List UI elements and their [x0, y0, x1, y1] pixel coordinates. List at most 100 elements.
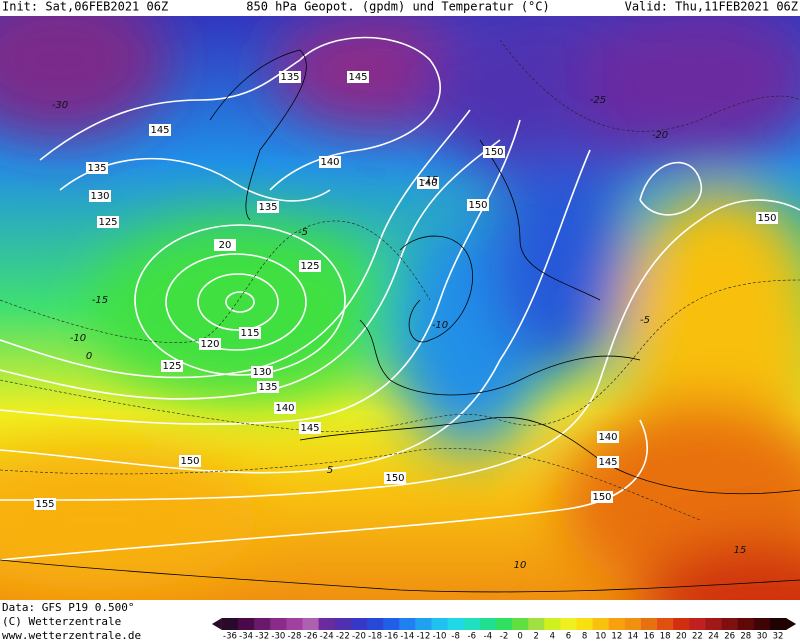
colorbar-tick-label: 28 [740, 632, 751, 642]
colorbar-tick-label: -6 [468, 632, 476, 642]
colorbar-segment [512, 618, 529, 630]
website: www.wetterzentrale.de [2, 629, 141, 642]
colorbar-segment [721, 618, 739, 630]
colorbar-segment [415, 618, 432, 630]
colorbar-segment [544, 618, 561, 630]
contour-label-box [214, 239, 236, 251]
colorbar-segment [286, 618, 304, 630]
colorbar-segment [673, 618, 690, 630]
contour-label: 150 [468, 200, 487, 211]
isotherms [0, 39, 800, 521]
copyright: (C) Wetterzentrale [2, 615, 121, 628]
contour-label: 145 [150, 125, 169, 136]
contour-label-box [417, 177, 439, 189]
contour-label-box [483, 146, 505, 158]
contour-label: 150 [592, 492, 611, 503]
contour-label-box [274, 402, 296, 414]
colorbar-tick-label: 16 [644, 632, 655, 642]
colorbar-tick-label: -28 [288, 632, 302, 642]
colorbar-tick-label: -2 [500, 632, 508, 642]
colorbar-tick-label: -36 [223, 632, 237, 642]
colorbar-segment [689, 618, 706, 630]
contour-label: 130 [252, 367, 271, 378]
colorbar-tick-label: 32 [773, 632, 784, 642]
contour-label: 140 [598, 432, 617, 443]
colorbar-segment [399, 618, 416, 630]
colorbar-tick-label: 20 [676, 632, 687, 642]
colorbar-segment [705, 618, 723, 630]
contour-label: 140 [275, 403, 294, 414]
colorbar-tick-label: 18 [660, 632, 671, 642]
contour-label: 125 [300, 261, 319, 272]
colorbar-segment [624, 618, 642, 630]
contour-label-box [199, 338, 221, 350]
contour-label-box [251, 366, 273, 378]
colorbar-tick-label: -22 [336, 632, 350, 642]
contour-label: 145 [598, 457, 617, 468]
contour-label-box [257, 381, 279, 393]
colorbar-tick-label: -16 [384, 632, 398, 642]
colorbar-segment [221, 618, 239, 630]
contour-label: 150 [385, 473, 404, 484]
colorbar-segment [350, 618, 368, 630]
init-time: Init: Sat,06FEB2021 06Z [2, 0, 168, 14]
colorbar-segment [592, 618, 610, 630]
colorbar-tick-label: -8 [451, 632, 459, 642]
contour-label: 145 [300, 423, 319, 434]
colorbar-segment [254, 618, 271, 630]
contour-label-box [279, 71, 301, 83]
colorbar-tick-label: 10 [595, 632, 606, 642]
contour-label: 115 [240, 328, 259, 339]
colorbar-segment [576, 618, 594, 630]
colorbar-segment [463, 618, 481, 630]
isotherm-label: -20 [652, 130, 668, 141]
colorbar-tick-label: -20 [352, 632, 366, 642]
isotherm-label: 10 [514, 560, 527, 571]
colorbar-segment [431, 618, 449, 630]
colorbar-segment [608, 618, 626, 630]
contour-label: 125 [98, 217, 117, 228]
colorbar-segment [367, 618, 384, 630]
colorbar-segment [479, 618, 497, 630]
contour-label: 135 [87, 163, 106, 174]
contour-label: 125 [162, 361, 181, 372]
contour-label: 150 [484, 147, 503, 158]
colorbar-tick-label: 14 [628, 632, 639, 642]
contour-label-box [347, 71, 369, 83]
colorbar-tick-label: 24 [708, 632, 719, 642]
contour-label-box [299, 260, 321, 272]
contour-label: 20 [219, 240, 232, 251]
contour-label: 140 [320, 157, 339, 168]
contour-label: 120 [200, 339, 219, 350]
contour-label-box [597, 456, 619, 468]
contour-label-box [34, 498, 56, 510]
contour-label-box [467, 199, 489, 211]
contour-label-box [89, 190, 111, 202]
colorbar-tick-label: 26 [724, 632, 735, 642]
isotherm-label: 0 [86, 351, 92, 362]
colorbar-tick-label: 6 [566, 632, 571, 642]
colorbar-tick-label: 0 [517, 632, 522, 642]
valid-time: Valid: Thu,11FEB2021 06Z [625, 0, 798, 14]
colorbar-end [786, 618, 797, 630]
colorbar-tick-label: 2 [534, 632, 539, 642]
contour-label-box [239, 327, 261, 339]
contour-label: 130 [90, 191, 109, 202]
colorbar-end [211, 618, 222, 630]
map-title: 850 hPa Geopot. (gpdm) und Temperatur (°… [246, 0, 549, 14]
colorbar-tick-label: -24 [320, 632, 334, 642]
colorbar-tick-label: -26 [304, 632, 318, 642]
contour-label: 155 [35, 499, 54, 510]
colorbar-tick-label: -4 [484, 632, 492, 642]
contour-label: 135 [258, 382, 277, 393]
isotherm-label: 5 [327, 465, 333, 476]
colorbar-tick-label: -18 [368, 632, 382, 642]
isotherm-label: -5 [298, 227, 308, 238]
isotherm-label: -15 [92, 295, 108, 306]
colorbar-segment [769, 618, 787, 630]
colorbar-segment [447, 618, 465, 630]
contour-label-box [257, 201, 279, 213]
contour-label: 140 [418, 178, 437, 189]
